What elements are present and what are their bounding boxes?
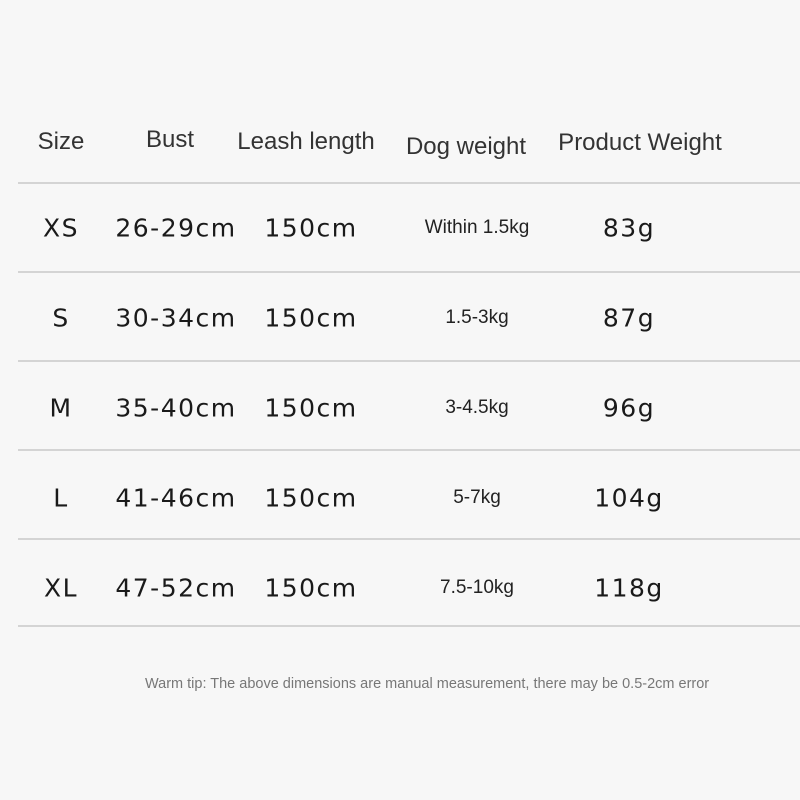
cell-size: XL xyxy=(43,573,79,603)
header-bust: Bust xyxy=(145,126,195,153)
cell-leash: 150cm xyxy=(264,393,358,423)
cell-dog-weight: 3-4.5kg xyxy=(445,397,509,418)
cell-product-weight: 83g xyxy=(602,213,656,243)
cell-leash: 150cm xyxy=(264,213,358,243)
cell-dog-weight: 5-7kg xyxy=(453,487,501,508)
cell-bust: 35-40cm xyxy=(115,393,237,423)
cell-bust: 26-29cm xyxy=(115,213,237,243)
row-divider xyxy=(18,625,800,627)
cell-product-weight: 104g xyxy=(594,483,664,513)
cell-leash: 150cm xyxy=(264,483,358,513)
cell-dog-weight: 7.5-10kg xyxy=(440,577,514,598)
cell-bust: 41-46cm xyxy=(115,483,237,513)
cell-size: L xyxy=(53,483,69,513)
header-product-weight: Product Weight xyxy=(558,129,722,156)
cell-bust: 47-52cm xyxy=(115,573,237,603)
cell-product-weight: 87g xyxy=(602,303,656,333)
cell-leash: 150cm xyxy=(264,303,358,333)
cell-dog-weight: 1.5-3kg xyxy=(445,307,509,328)
cell-bust: 30-34cm xyxy=(115,303,237,333)
cell-size: XS xyxy=(43,213,79,243)
header-leash-length: Leash length xyxy=(237,128,375,155)
cell-product-weight: 96g xyxy=(602,393,656,423)
warm-tip: Warm tip: The above dimensions are manua… xyxy=(145,676,710,692)
cell-size: S xyxy=(52,303,70,333)
cell-product-weight: 118g xyxy=(594,573,664,603)
cell-leash: 150cm xyxy=(264,573,358,603)
cell-dog-weight: Within 1.5kg xyxy=(424,217,530,238)
row-divider xyxy=(18,449,800,451)
row-divider xyxy=(18,360,800,362)
row-divider xyxy=(18,271,800,273)
row-divider xyxy=(18,538,800,540)
cell-size: M xyxy=(49,393,73,423)
header-size: Size xyxy=(37,128,85,155)
row-divider xyxy=(18,182,800,184)
header-dog-weight: Dog weight xyxy=(405,133,527,160)
